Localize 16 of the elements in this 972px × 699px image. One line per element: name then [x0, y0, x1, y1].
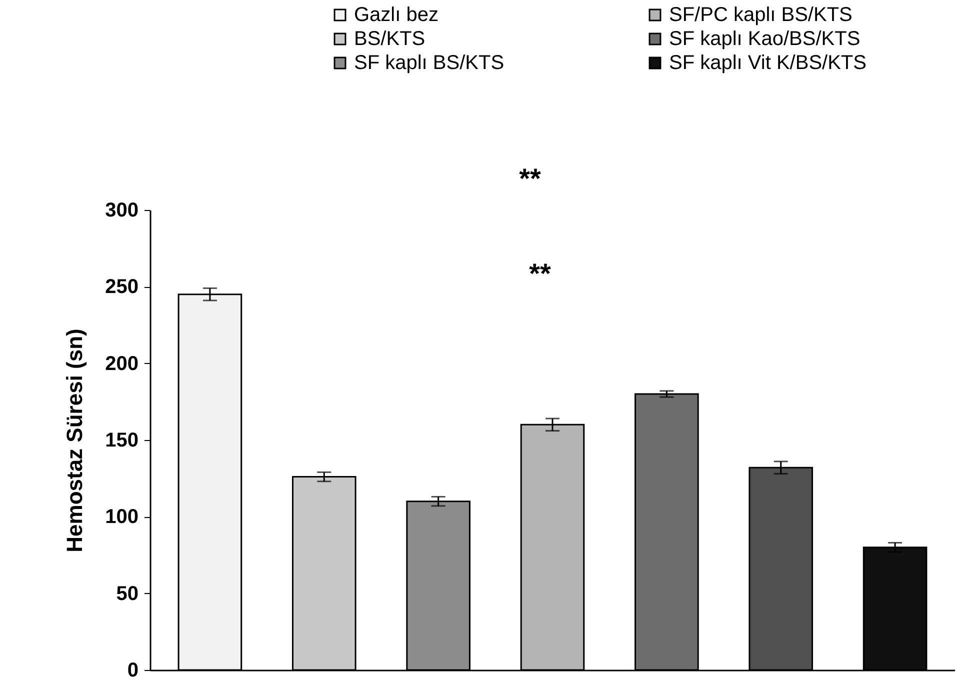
y-tick-label: 250 [105, 276, 138, 298]
y-tick-label: 150 [105, 430, 138, 452]
legend-label: BS/KTS [354, 28, 426, 50]
text: ** [519, 163, 541, 194]
annotation: ** [529, 258, 551, 289]
y-tick-label: 200 [105, 352, 138, 375]
legend-label: Gazlı bez [354, 4, 438, 26]
y-axis-title: Hemostaz Süresi (sn) [62, 328, 88, 552]
y-tick-label: 300 [105, 200, 138, 222]
y-tick-label: 0 [127, 660, 138, 682]
legend-label: SF kaplı Kao/BS/KTS [669, 28, 860, 50]
legend-label: SF kaplı Vit K/BS/KTS [669, 52, 866, 74]
legend-label: SF/PC kaplı BS/KTS [669, 4, 852, 26]
y-tick-label: 50 [116, 582, 138, 605]
legend-label: SF kaplı BS/KTS [354, 52, 504, 74]
y-tick-label: 100 [105, 506, 138, 528]
